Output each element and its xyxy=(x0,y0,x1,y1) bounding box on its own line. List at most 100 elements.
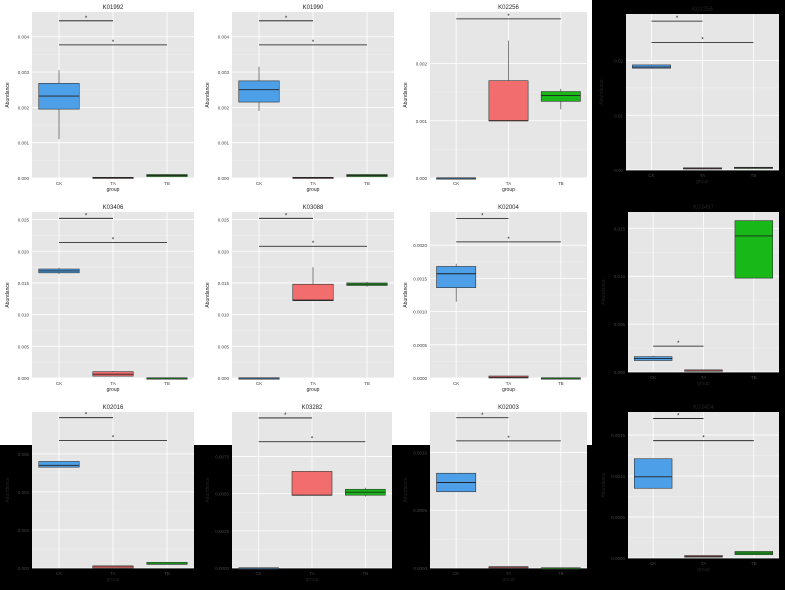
y-tick-label: 0.000 xyxy=(18,176,30,181)
y-tick-label: 0.002 xyxy=(18,528,30,533)
x-tick-label-ck: CK xyxy=(650,561,656,566)
significance-label-1: * xyxy=(311,437,314,443)
x-tick-label-tb: TB xyxy=(164,571,170,576)
box-ta xyxy=(488,80,529,122)
y-tick-label: 0.015 xyxy=(18,281,30,286)
significance-label-1: * xyxy=(112,436,115,442)
x-tick-label-ck: CK xyxy=(453,181,459,186)
y-tick-label: 0.0020 xyxy=(413,243,427,248)
y-tick-label: 0.003 xyxy=(218,70,230,75)
y-tick-label: 0.025 xyxy=(218,218,230,223)
significance-label-0: * xyxy=(85,413,88,419)
x-axis-label: group xyxy=(502,387,515,393)
chart-panel-k02016: K02016 0.000 0.002 0.004 0.006 CK TA TB group Abu… xyxy=(0,400,200,590)
x-tick-label-ck: CK xyxy=(453,381,459,386)
y-tick-label: 0.000 xyxy=(416,176,428,181)
y-tick-label: 0.005 xyxy=(18,344,30,349)
chart-title: K03088 xyxy=(303,205,324,211)
x-tick-label-ta: TA xyxy=(309,571,314,576)
chart-title: K03282 xyxy=(302,405,323,411)
significance-label-0: * xyxy=(285,16,288,22)
y-tick-label: 0.0050 xyxy=(215,492,229,497)
chart-panel-k02003: K02003 0.0000 0.0005 0.0010 CK TA TB group Abund… xyxy=(398,400,593,590)
chart-panel-k03282: K03282 0.0000 0.0025 0.0050 0.0075 CK TA TB grou… xyxy=(200,400,398,590)
x-tick-label-ck: CK xyxy=(56,381,62,386)
significance-label-0: * xyxy=(481,413,484,419)
y-axis-label: Abundance xyxy=(5,282,11,308)
box-tb xyxy=(540,91,581,102)
significance-label-0: * xyxy=(676,16,679,22)
significance-label-1: * xyxy=(312,40,315,46)
y-axis-label: Abundance xyxy=(403,82,409,108)
y-tick-label: 0.0005 xyxy=(611,515,625,520)
y-tick-label: 0.020 xyxy=(18,249,30,254)
chart-title: K02003 xyxy=(498,405,519,411)
x-tick-label-tb: TB xyxy=(164,381,170,386)
x-tick-label-tb: TB xyxy=(362,571,368,576)
box-ta xyxy=(292,283,334,302)
significance-label-0: * xyxy=(507,14,510,20)
y-tick-label: 0.005 xyxy=(218,344,230,349)
significance-label-1: * xyxy=(702,436,705,442)
y-tick-label: 0.015 xyxy=(218,281,230,286)
significance-label-0: * xyxy=(284,413,287,419)
box-ck xyxy=(632,64,671,69)
y-tick-label: 0.0000 xyxy=(413,376,427,381)
chart-panel-k02256-dark: K02256 0.00 0.01 0.02 CK TA TB group Abundance * * xyxy=(594,2,785,192)
chart-title: K02256 xyxy=(498,5,519,11)
y-axis-label: Abundance xyxy=(5,477,11,503)
x-tick-label-tb: TB xyxy=(558,571,564,576)
x-tick-label-ta: TA xyxy=(506,571,511,576)
x-axis-label: group xyxy=(107,187,120,193)
y-tick-label: 0.0010 xyxy=(413,450,427,455)
significance-label-1: * xyxy=(507,436,510,442)
x-axis-label: group xyxy=(307,187,320,193)
significance-label-1: * xyxy=(312,241,315,247)
box-ck xyxy=(238,80,280,103)
x-tick-label-ta: TA xyxy=(506,381,511,386)
significance-label-0: * xyxy=(85,213,88,219)
chart-title: K03406 xyxy=(103,205,124,211)
y-tick-label: 0.004 xyxy=(18,35,30,40)
y-tick-label: 0.010 xyxy=(218,313,230,318)
chart-title: K01990 xyxy=(303,5,324,11)
x-tick-label-ck: CK xyxy=(56,181,62,186)
x-axis-label: group xyxy=(697,381,710,387)
x-axis-label: group xyxy=(306,577,319,583)
x-tick-label-ta: TA xyxy=(110,571,115,576)
y-tick-label: 0.0025 xyxy=(215,529,229,534)
y-tick-label: 0.001 xyxy=(416,119,428,124)
y-tick-label: 0.0000 xyxy=(413,566,427,571)
significance-label-1: * xyxy=(701,37,704,43)
chart-panel-k02256: K02256 0.000 0.001 0.002 CK TA TB group Abundanc… xyxy=(398,0,593,200)
y-tick-label: 0.0000 xyxy=(215,566,229,571)
significance-label-1: * xyxy=(112,237,115,243)
x-tick-label-tb: TB xyxy=(558,381,564,386)
x-axis-label: group xyxy=(107,577,120,583)
y-axis-label: Abundance xyxy=(601,279,607,305)
y-tick-label: 0.004 xyxy=(218,35,230,40)
y-tick-label: 0.0075 xyxy=(215,455,229,460)
y-axis-label: Abundance xyxy=(5,82,11,108)
y-tick-label: 0.010 xyxy=(18,313,30,318)
significance-label-0: * xyxy=(481,214,484,220)
chart-title: K02256 xyxy=(692,7,713,13)
x-tick-label-tb: TB xyxy=(364,381,370,386)
significance-label-0: * xyxy=(677,341,680,347)
significance-label-0: * xyxy=(85,16,88,22)
x-tick-label-ta: TA xyxy=(701,561,706,566)
y-axis-label: Abundance xyxy=(403,282,409,308)
significance-label-1: * xyxy=(112,40,115,46)
y-tick-label: 0.000 xyxy=(18,566,30,571)
x-axis-label: group xyxy=(696,179,709,185)
y-tick-label: 0.020 xyxy=(218,249,230,254)
y-tick-label: 0.025 xyxy=(18,218,30,223)
y-tick-label: 0.000 xyxy=(218,176,230,181)
box-ta xyxy=(291,471,333,496)
chart-title: K03497 xyxy=(693,205,714,211)
x-tick-label-tb: TB xyxy=(751,375,757,380)
x-tick-label-ta: TA xyxy=(110,381,115,386)
y-tick-label: 0.005 xyxy=(614,322,626,327)
x-tick-label-ck: CK xyxy=(56,571,62,576)
x-axis-label: group xyxy=(502,187,515,193)
